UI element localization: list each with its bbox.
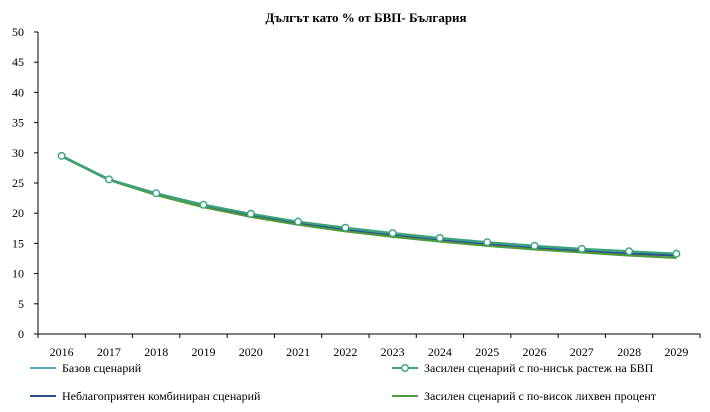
y-tick-label: 30 (12, 146, 24, 160)
data-point (577, 244, 586, 253)
x-tick-label: 2022 (333, 345, 357, 359)
x-axis: 2016 2017 2018 2019 2020 2021 2022 2023 2024 2025… (37, 333, 701, 359)
x-tick-label: 2020 (239, 345, 263, 359)
legend: Базов сценарий Засилен сценарий с по-нисъ… (30, 361, 657, 403)
x-tick-label: 2029 (664, 345, 688, 359)
data-point (388, 229, 397, 238)
data-point (246, 209, 255, 218)
x-tick-label: 2024 (428, 345, 452, 359)
legend-marker (401, 364, 410, 373)
x-tick-label: 2026 (523, 345, 547, 359)
legend-label: Засилен сценарий с по-нисък растеж на БВ… (424, 361, 654, 375)
legend-label: Неблагоприятен комбиниран сценарий (62, 389, 261, 403)
data-point (294, 217, 303, 226)
series-line (61, 155, 677, 257)
x-tick-label: 2023 (381, 345, 405, 359)
x-tick-label: 2021 (286, 345, 310, 359)
x-tick-label: 2019 (192, 345, 216, 359)
x-tick-label: 2017 (97, 345, 121, 359)
x-tick-label: 2016 (50, 345, 74, 359)
y-tick-label: 40 (12, 85, 24, 99)
y-tick-label: 50 (12, 25, 24, 39)
data-point (152, 189, 161, 198)
x-tick-label: 2027 (570, 345, 594, 359)
data-point (625, 247, 634, 256)
y-tick-label: 10 (12, 267, 24, 281)
legend-label: Засилен сценарий с по-висок лихвен проце… (424, 389, 657, 403)
y-axis: 0 5 10 15 20 25 30 35 40 45 50 (12, 25, 39, 341)
y-tick-label: 20 (12, 206, 24, 220)
y-tick-label: 5 (18, 297, 24, 311)
data-point (483, 238, 492, 247)
chart-title: Дългът като % от БВП- България (265, 10, 466, 25)
y-tick-label: 35 (12, 116, 24, 130)
data-point (435, 233, 444, 242)
data-point (530, 241, 539, 250)
x-tick-label: 2028 (617, 345, 641, 359)
data-point (104, 175, 113, 184)
series-layer (57, 151, 681, 259)
data-point (57, 151, 66, 160)
data-point (672, 249, 681, 258)
series-line (61, 154, 677, 255)
y-tick-label: 25 (12, 176, 24, 190)
series-line (61, 155, 677, 259)
y-tick-label: 15 (12, 236, 24, 250)
data-point (199, 200, 208, 209)
y-tick-label: 45 (12, 55, 24, 69)
series-line (61, 154, 677, 255)
x-tick-label: 2018 (144, 345, 168, 359)
data-point (341, 223, 350, 232)
legend-label: Базов сценарий (62, 361, 142, 375)
x-tick-label: 2025 (475, 345, 499, 359)
y-tick-label: 0 (18, 327, 24, 341)
